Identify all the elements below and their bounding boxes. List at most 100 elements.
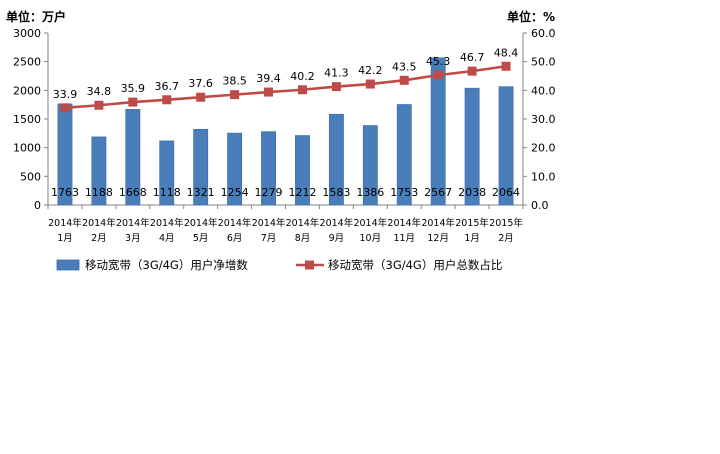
x-axis: 2014年 1月 2014年 2月 2014年 3月 2014年 4月 2014年 5月 2014年… xyxy=(47,204,524,244)
line-marker xyxy=(501,61,511,71)
legend-swatch-bar xyxy=(56,259,80,271)
x-tick-label-month: 5月 xyxy=(193,233,209,244)
bar xyxy=(328,113,344,206)
line-value-label: 46.7 xyxy=(460,51,485,64)
left-axis-unit: 单位：万户 xyxy=(6,9,66,24)
line-value-label: 42.2 xyxy=(358,64,383,77)
line-value-label: 36.7 xyxy=(155,80,180,93)
bar xyxy=(396,104,412,206)
x-tick-label-month: 6月 xyxy=(227,233,243,244)
bar-value-label: 1279 xyxy=(255,186,283,199)
legend: 移动宽带（3G/4G）用户净增数 移动宽带（3G/4G）用户总数占比 xyxy=(56,258,502,272)
bar xyxy=(193,128,209,206)
line-series xyxy=(60,61,511,113)
bar xyxy=(125,109,141,206)
legend-marker-symbol xyxy=(305,260,314,270)
bar xyxy=(91,136,107,206)
x-tick-label-month: 3月 xyxy=(125,233,141,244)
bar-value-label: 2064 xyxy=(492,186,520,199)
legend-label-line: 移动宽带（3G/4G）用户总数占比 xyxy=(328,258,502,272)
line-value-label: 33.9 xyxy=(53,88,78,101)
x-tick-label-month: 1月 xyxy=(464,233,480,244)
line-value-label: 43.5 xyxy=(392,60,417,73)
line-marker xyxy=(128,97,138,107)
bar xyxy=(227,132,243,206)
legend-label-bar: 移动宽带（3G/4G）用户净增数 xyxy=(85,258,248,272)
series-line xyxy=(64,64,507,110)
x-tick-label-month: 8月 xyxy=(295,233,311,244)
line-marker xyxy=(467,66,477,76)
line-marker xyxy=(196,92,206,102)
left-tick-label: 1500 xyxy=(13,113,41,126)
line-marker xyxy=(230,90,240,100)
x-tick-label-year: 2014年 xyxy=(286,217,320,229)
bar xyxy=(295,135,310,206)
line-value-label: 37.6 xyxy=(188,77,213,90)
line-value-label: 38.5 xyxy=(222,75,247,88)
right-tick-label: 10.0 xyxy=(531,170,556,183)
line-marker xyxy=(365,79,375,89)
bar-data-labels: 1763 1188 1668 1118 1321 1254 1279 1212 1583 1386… xyxy=(51,186,520,199)
x-tick-label-year: 2014年 xyxy=(116,217,150,229)
x-tick-label-year: 2014年 xyxy=(320,217,354,229)
x-tick-label-month: 12月 xyxy=(427,233,449,244)
x-tick-label-year: 2014年 xyxy=(353,217,387,229)
x-tick-label-month: 11月 xyxy=(393,233,415,244)
bar-value-label: 1188 xyxy=(85,186,113,199)
left-tick-label: 1000 xyxy=(13,142,41,155)
right-tick-label: 60.0 xyxy=(531,27,556,40)
line-marker xyxy=(60,103,70,113)
line-marker xyxy=(162,95,172,105)
bar-value-label: 1254 xyxy=(221,186,249,199)
left-axis: 0 500 1000 1500 2000 2500 3000 xyxy=(13,27,49,212)
x-tick-label-year: 2014年 xyxy=(252,217,286,229)
line-marker xyxy=(264,87,274,97)
line-marker xyxy=(331,82,341,92)
right-tick-label: 30.0 xyxy=(531,113,556,126)
bar-value-label: 1668 xyxy=(119,186,147,199)
bar-value-label: 2567 xyxy=(424,186,452,199)
bar-value-label: 1583 xyxy=(322,186,350,199)
right-tick-label: 20.0 xyxy=(531,142,556,155)
line-marker xyxy=(399,75,409,85)
line-marker xyxy=(297,85,307,95)
x-tick-label-year: 2015年 xyxy=(489,217,523,229)
bar-value-label: 1386 xyxy=(356,186,384,199)
right-axis-unit: 单位：% xyxy=(507,9,555,24)
bar-value-label: 1321 xyxy=(187,186,215,199)
x-tick-label-year: 2014年 xyxy=(82,217,116,229)
x-tick-label-year: 2015年 xyxy=(455,217,489,229)
line-marker xyxy=(94,100,104,110)
right-tick-label: 40.0 xyxy=(531,84,556,97)
line-value-label: 34.8 xyxy=(87,85,112,98)
bar-value-label: 1118 xyxy=(153,186,181,199)
x-tick-label-month: 2月 xyxy=(498,233,514,244)
x-tick-label-year: 2014年 xyxy=(421,217,455,229)
bar xyxy=(362,125,378,206)
x-tick-label-year: 2014年 xyxy=(184,217,218,229)
bar xyxy=(430,57,446,206)
bar xyxy=(159,140,175,206)
line-value-label: 39.4 xyxy=(256,72,281,85)
right-tick-label: 50.0 xyxy=(531,56,556,69)
x-tick-label-month: 2月 xyxy=(91,233,107,244)
x-tick-label-month: 1月 xyxy=(57,233,73,244)
right-axis: 0.0 10.0 20.0 30.0 40.0 50.0 60.0 xyxy=(522,27,556,212)
line-value-label: 41.3 xyxy=(324,67,349,80)
left-tick-label: 2500 xyxy=(13,56,41,69)
line-value-label: 35.9 xyxy=(121,82,146,95)
left-tick-label: 500 xyxy=(20,170,41,183)
bar-series xyxy=(57,57,514,206)
x-tick-label-month: 4月 xyxy=(159,233,175,244)
left-tick-label: 0 xyxy=(34,199,41,212)
bar xyxy=(498,86,514,206)
line-value-label: 45.3 xyxy=(426,55,451,68)
left-tick-label: 3000 xyxy=(13,27,41,40)
bar xyxy=(261,131,276,206)
left-tick-label: 2000 xyxy=(13,84,41,97)
line-data-labels: 33.9 34.8 35.9 36.7 37.6 38.5 39.4 40.2 41.3 42.2… xyxy=(53,46,519,101)
x-tick-label-year: 2014年 xyxy=(150,217,184,229)
x-tick-label-month: 9月 xyxy=(329,233,345,244)
